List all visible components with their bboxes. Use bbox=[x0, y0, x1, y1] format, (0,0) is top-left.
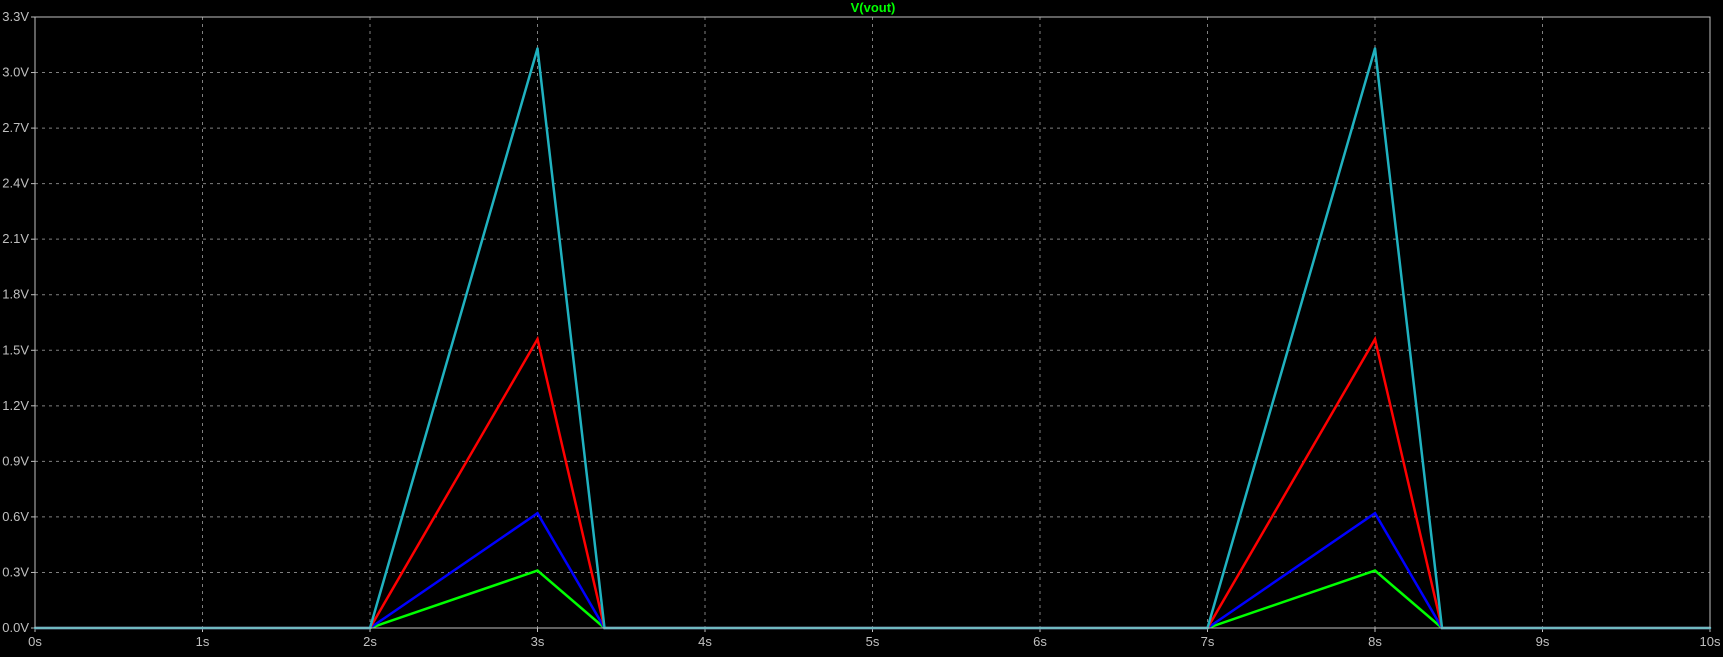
x-tick-label: 6s bbox=[1033, 634, 1047, 649]
series-3-point bbox=[1373, 337, 1377, 341]
x-tick-label: 5s bbox=[866, 634, 880, 649]
x-tick-label: 2s bbox=[363, 634, 377, 649]
series-1-point bbox=[536, 569, 539, 572]
y-tick-label: 3.3V bbox=[2, 9, 29, 24]
y-tick-label: 1.8V bbox=[2, 287, 29, 302]
series-4-point bbox=[1373, 47, 1377, 50]
y-tick-label: 0.3V bbox=[2, 564, 29, 579]
series-2-point bbox=[1373, 512, 1377, 515]
y-tick-label: 2.7V bbox=[2, 120, 29, 135]
series-traces bbox=[33, 47, 1712, 630]
x-tick-label: 7s bbox=[1201, 634, 1215, 649]
series-2-point bbox=[536, 512, 539, 515]
grid-lines bbox=[35, 17, 1710, 628]
tick-labels: 0s 1s 2s 3s 4s 5s 6s 7s 8s 9s 10s 0.0V 0.3V 0.6V 0.9V 1… bbox=[2, 9, 1721, 649]
y-tick-label: 3.0V bbox=[2, 65, 29, 80]
plot-frame bbox=[34, 16, 1711, 629]
y-tick-label: 2.1V bbox=[2, 231, 29, 246]
x-tick-label: 3s bbox=[531, 634, 545, 649]
x-tick-label: 0s bbox=[28, 634, 42, 649]
series-1-point bbox=[1373, 569, 1377, 572]
y-tick-label: 0.6V bbox=[2, 509, 29, 524]
x-tick-label: 8s bbox=[1368, 634, 1382, 649]
y-tick-label: 0.9V bbox=[2, 453, 29, 468]
y-tick-label: 1.2V bbox=[2, 398, 29, 413]
x-tick-label: 9s bbox=[1536, 634, 1550, 649]
x-tick-label: 4s bbox=[698, 634, 712, 649]
series-4-point bbox=[536, 47, 539, 50]
y-tick-label: 0.0V bbox=[2, 620, 29, 635]
x-tick-label: 1s bbox=[196, 634, 210, 649]
chart-title: V(vout) bbox=[851, 0, 896, 15]
y-tick-label: 2.4V bbox=[2, 176, 29, 191]
series-trace-4 bbox=[35, 48, 1710, 630]
y-tick-label: 1.5V bbox=[2, 342, 29, 357]
series-3-point bbox=[536, 337, 539, 341]
x-tick-label: 10s bbox=[1700, 634, 1721, 649]
